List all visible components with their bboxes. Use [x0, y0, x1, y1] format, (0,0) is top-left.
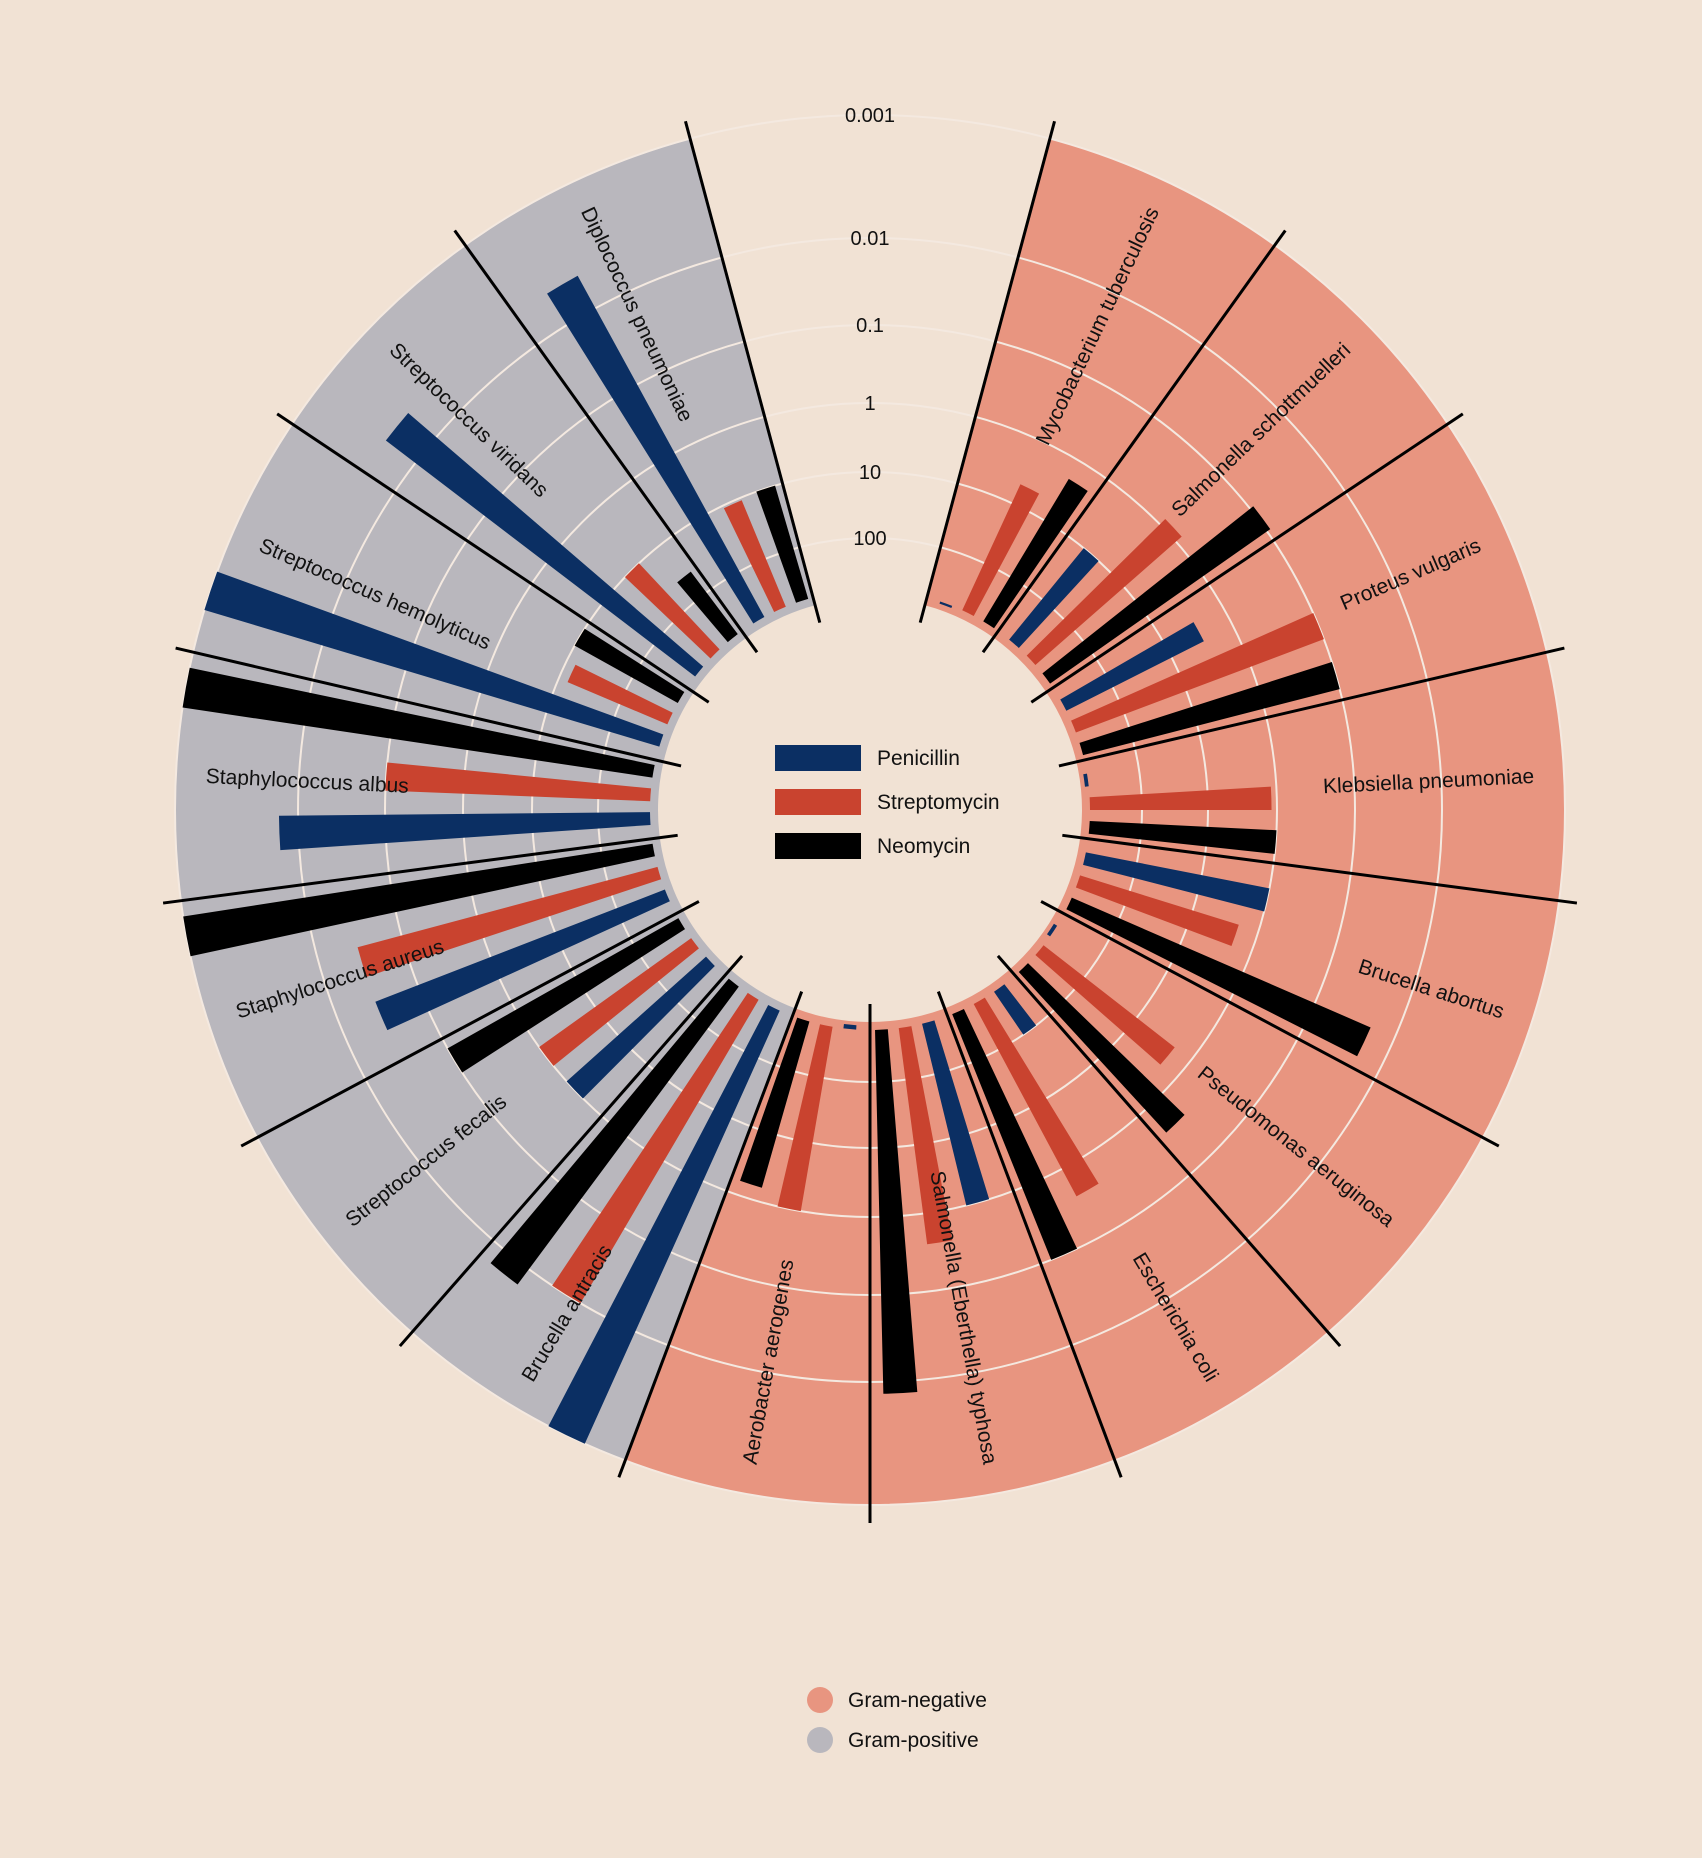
bar-streptomycin: [973, 997, 1099, 1197]
bar-penicillin: [994, 984, 1037, 1035]
bar-penicillin: [375, 889, 670, 1031]
sector-divider: [684, 120, 822, 623]
gram-positive-sector: [175, 138, 816, 1461]
sector-divider: [1058, 646, 1565, 768]
antibiotic-legend: Penicillin Streptomycin Neomycin: [775, 745, 1000, 859]
sector-divider: [918, 120, 1056, 623]
legend-label: Neomycin: [877, 835, 970, 858]
tick-label: 0.01: [851, 228, 890, 250]
bar-streptomycin: [1026, 518, 1182, 665]
bar-penicillin: [204, 571, 664, 747]
bar-penicillin: [1046, 923, 1058, 937]
bar-neomycin: [983, 478, 1088, 629]
bar-penicillin: [548, 1005, 780, 1444]
gram-legend: Gram-negative Gram-positive: [807, 1687, 987, 1753]
legend-swatch: [775, 745, 861, 771]
bar-streptomycin: [552, 992, 759, 1304]
sector-divider: [240, 900, 700, 1148]
bar-penicillin: [566, 956, 715, 1099]
bar-neomycin: [447, 918, 686, 1073]
bar-neomycin: [677, 571, 738, 643]
bar-penicillin: [1083, 852, 1270, 912]
bar-penicillin: [547, 275, 765, 624]
sector-divider: [936, 991, 1123, 1478]
sector-divider: [1040, 900, 1500, 1148]
bar-neomycin: [1018, 963, 1185, 1133]
sector-dividers: [162, 120, 1578, 1523]
tick-label: 10: [859, 462, 881, 484]
bar-neomycin: [1079, 661, 1340, 756]
tick-label: 0.001: [845, 105, 895, 127]
bars: [182, 275, 1371, 1444]
bar-neomycin: [1042, 506, 1271, 684]
bar-streptomycin: [777, 1024, 833, 1212]
bar-streptomycin: [539, 938, 699, 1066]
sector-divider: [398, 954, 744, 1348]
gram-legend-label: Gram-negative: [848, 1689, 987, 1712]
bar-penicillin: [939, 601, 953, 608]
bar-neomycin: [740, 1017, 810, 1188]
legend-label: Streptomycin: [877, 791, 1000, 814]
bar-streptomycin: [624, 563, 720, 659]
bar-streptomycin: [1035, 945, 1175, 1065]
bar-penicillin: [922, 1020, 990, 1206]
legend-swatch: [775, 833, 861, 859]
bar-streptomycin: [898, 1026, 953, 1245]
sector-divider: [981, 229, 1287, 654]
legend-swatch: [775, 789, 861, 815]
bar-streptomycin: [1071, 613, 1324, 733]
bar-streptomycin: [357, 866, 662, 977]
bar-neomycin: [490, 978, 739, 1285]
bar-streptomycin: [962, 484, 1040, 616]
bar-streptomycin: [567, 664, 673, 725]
bar-neomycin: [875, 1029, 918, 1394]
bar-neomycin: [756, 485, 809, 603]
sector-divider: [617, 991, 804, 1478]
tick-label: 100: [853, 528, 886, 550]
sector-divider: [1062, 833, 1578, 905]
bar-penicillin: [278, 812, 651, 851]
tick-label: 1: [864, 393, 875, 415]
sector-divider: [162, 833, 678, 905]
legend-label: Penicillin: [877, 747, 960, 770]
bar-streptomycin: [1075, 875, 1239, 947]
bar-neomycin: [182, 667, 655, 778]
bar-penicillin: [385, 412, 704, 677]
bar-neomycin: [1088, 820, 1277, 854]
tick-labels: 0.001 0.01 0.1 1 10 100: [845, 105, 895, 550]
sector-divider: [453, 229, 759, 654]
bar-neomycin: [1066, 897, 1371, 1057]
bar-penicillin: [843, 1024, 857, 1030]
sector-divider: [996, 954, 1342, 1348]
sector-divider: [1030, 412, 1464, 704]
bar-penicillin: [1060, 622, 1204, 711]
bar-neomycin: [574, 628, 685, 703]
bar-penicillin: [1009, 548, 1099, 648]
bar-neomycin: [952, 1008, 1078, 1260]
bar-neomycin: [183, 843, 655, 957]
sector-divider: [175, 646, 682, 768]
bar-streptomycin: [1089, 786, 1272, 811]
sector-divider: [276, 412, 710, 704]
bar-streptomycin: [385, 762, 652, 802]
gram-legend-label: Gram-positive: [848, 1729, 979, 1752]
gram-legend-dot: [807, 1727, 833, 1753]
tick-label: 0.1: [856, 315, 884, 337]
gram-legend-dot: [807, 1687, 833, 1713]
bar-streptomycin: [723, 500, 786, 612]
bar-penicillin: [1083, 773, 1089, 787]
